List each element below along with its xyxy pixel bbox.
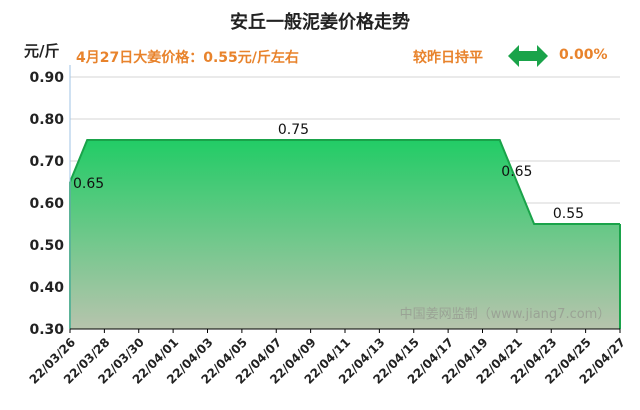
data-label: 0.75 [278,122,309,138]
chart-title: 安丘一般泥姜价格走势 [230,12,410,33]
price-area [70,140,620,329]
y-tick-label: 0.90 [29,70,64,86]
double-arrow-icon [508,45,548,67]
data-label: 0.55 [553,206,584,222]
y-tick-label: 0.60 [29,196,64,212]
data-label: 0.65 [501,164,532,180]
y-axis-unit: 元/斤 [24,42,60,60]
compare-label: 较昨日持平 [413,50,483,66]
data-label: 0.65 [73,176,104,192]
watermark: 中国姜网监制（www.jiang7.com） [400,307,611,322]
y-tick-label: 0.70 [29,154,64,170]
y-tick-label: 0.50 [29,238,64,254]
price-line [69,139,620,225]
price-summary: 4月27日大姜价格：0.55元/斤左右 [76,50,299,66]
y-tick-label: 0.30 [29,322,64,338]
y-tick-label: 0.40 [29,280,64,296]
y-tick-label: 0.80 [29,112,64,128]
change-percent: 0.00% [559,47,608,63]
